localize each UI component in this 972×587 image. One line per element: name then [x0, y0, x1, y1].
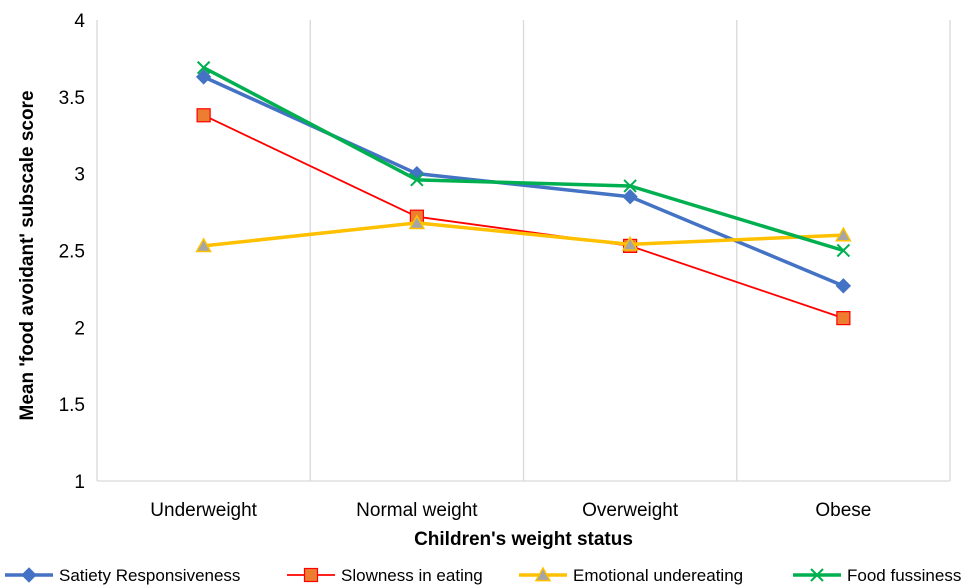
legend-item: Slowness in eating: [287, 566, 483, 585]
grid-lines: [309, 20, 738, 481]
data-point-marker: [410, 173, 424, 187]
x-tick-labels: Underweight Normal weight Overweight Obese: [150, 500, 871, 521]
y-tick-label: 1: [74, 472, 85, 493]
legend-label: Satiety Responsiveness: [59, 566, 240, 585]
y-axis-title: Mean 'food avoidant' subscale score: [17, 90, 38, 420]
y-tick-label: 4: [74, 11, 85, 32]
x-tick-label: Normal weight: [356, 500, 478, 521]
data-point-marker: [622, 189, 638, 205]
series-lines: [195, 60, 852, 326]
data-point-marker: [835, 278, 852, 294]
y-tick-label: 3.5: [59, 88, 85, 109]
series-line: [202, 66, 844, 253]
data-point-marker: [196, 108, 211, 123]
series-4: [196, 60, 851, 258]
legend-label: Emotional undereating: [573, 566, 743, 585]
data-point-marker: [836, 311, 851, 326]
legend-label: Food fussiness: [847, 566, 961, 585]
y-tick-label: 3: [74, 165, 85, 186]
data-point-marker: [621, 235, 639, 251]
legend-item: Food fussiness: [793, 566, 961, 585]
data-point-marker: [303, 567, 319, 583]
series-3: [195, 214, 852, 253]
y-tick-label: 2: [74, 318, 85, 339]
data-point-marker: [408, 214, 426, 230]
legend-item: Satiety Responsiveness: [5, 566, 240, 585]
data-point-marker: [534, 566, 552, 582]
x-tick-label: Underweight: [150, 500, 257, 521]
data-point-marker: [623, 179, 637, 193]
data-point-marker: [195, 69, 212, 85]
series-line: [203, 114, 844, 319]
x-tick-label: Overweight: [582, 500, 679, 521]
y-tick-label: 1.5: [59, 395, 85, 416]
legend-item: Emotional undereating: [519, 566, 743, 585]
data-point-marker: [196, 60, 211, 75]
data-point-marker: [21, 567, 37, 583]
legend-label: Slowness in eating: [341, 566, 483, 585]
y-tick-labels: 1 1.5 2 2.5 3 3.5 4: [59, 11, 86, 493]
data-point-marker: [810, 568, 824, 582]
x-tick-label: Obese: [815, 500, 871, 521]
data-point-marker: [836, 243, 851, 258]
data-point-marker: [835, 226, 852, 242]
legend: Satiety Responsiveness Slowness in eating…: [5, 566, 961, 585]
data-point-marker: [195, 237, 212, 253]
y-tick-label: 2.5: [59, 242, 85, 263]
x-axis-title: Children's weight status: [414, 529, 633, 550]
series-line: [203, 221, 844, 248]
axes: [96, 20, 951, 482]
